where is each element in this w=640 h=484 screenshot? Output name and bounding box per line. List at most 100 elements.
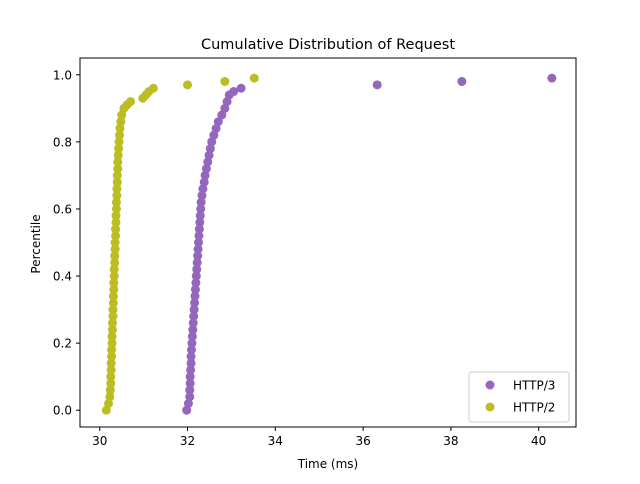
point-http3-12	[188, 325, 198, 335]
point-http2-12	[107, 325, 117, 335]
point-http2-36	[113, 164, 123, 174]
point-http2-52	[183, 80, 193, 90]
point-http3-13	[188, 318, 198, 328]
point-http3-4	[185, 378, 195, 388]
point-http3-37	[203, 157, 213, 167]
point-http2-40	[114, 137, 124, 147]
point-http3-3	[185, 385, 195, 395]
point-http2-14	[108, 311, 118, 321]
axes-layer: 30 32 34 36 38 40 0.0 0.2 0.4 0.6 0.8 1.0	[53, 57, 577, 448]
chart-title: Cumulative Distribution of Request	[201, 37, 455, 53]
y-tick-label-2: 0.4	[53, 270, 72, 284]
point-http3-51	[457, 76, 467, 86]
point-http3-7	[186, 358, 196, 368]
x-tick-label-1: 32	[180, 434, 195, 448]
point-http2-11	[107, 331, 117, 341]
point-http2-31	[111, 197, 121, 207]
point-http3-30	[196, 204, 206, 214]
point-http3-23	[193, 251, 203, 261]
point-http3-39	[205, 144, 215, 154]
point-http3-15	[189, 305, 199, 315]
point-http2-6	[106, 365, 116, 375]
point-http3-6	[186, 365, 196, 375]
y-tick-label-3: 0.6	[53, 202, 72, 216]
point-http3-8	[186, 352, 196, 362]
point-http2-13	[107, 318, 117, 328]
point-http3-19	[191, 278, 201, 288]
point-http2-33	[112, 184, 122, 194]
point-http3-33	[198, 184, 208, 194]
point-http2-7	[106, 358, 116, 368]
point-http2-38	[113, 150, 123, 160]
point-http3-11	[187, 331, 197, 341]
point-http3-24	[193, 244, 203, 254]
point-http3-21	[192, 264, 202, 274]
point-http2-10	[107, 338, 117, 348]
point-http2-24	[110, 244, 120, 254]
point-http2-23	[110, 251, 120, 261]
point-http3-49	[236, 83, 246, 93]
point-http2-53	[220, 76, 230, 86]
point-http2-43	[116, 117, 126, 127]
point-http2-1	[104, 399, 114, 409]
point-http2-54	[249, 73, 259, 83]
y-tick-label-1: 0.2	[53, 337, 72, 351]
point-http2-30	[111, 204, 121, 214]
point-http3-26	[194, 231, 204, 241]
plot-frame	[79, 57, 577, 428]
point-http3-34	[199, 177, 209, 187]
data-points-layer	[101, 73, 557, 415]
x-tick-label-0: 30	[92, 434, 107, 448]
x-tick-label-3: 36	[355, 434, 370, 448]
point-http3-38	[204, 150, 214, 160]
point-http3-36	[201, 164, 211, 174]
point-http2-22	[110, 258, 120, 268]
point-http3-32	[197, 191, 207, 201]
point-http3-25	[194, 238, 204, 247]
point-http2-8	[107, 352, 117, 362]
point-http3-35	[200, 170, 210, 180]
point-http2-25	[110, 238, 120, 247]
point-http3-18	[190, 284, 200, 294]
legend-label-http2: HTTP/2	[513, 401, 555, 415]
x-axis-label: Time (ms)	[297, 457, 359, 471]
legend-marker-http2	[485, 402, 495, 412]
point-http2-5	[106, 372, 116, 382]
y-tick-label-5: 1.0	[53, 68, 72, 82]
point-http2-18	[109, 284, 119, 294]
point-http3-5	[185, 372, 195, 382]
legend: HTTP/3 HTTP/2	[468, 371, 570, 423]
point-http3-9	[186, 345, 196, 355]
point-http3-29	[195, 211, 205, 221]
point-http3-1	[183, 399, 193, 409]
point-http3-44	[217, 110, 227, 120]
point-http2-26	[111, 231, 121, 241]
point-http2-19	[109, 278, 119, 288]
point-http3-10	[187, 338, 197, 348]
point-http3-17	[190, 291, 200, 301]
point-http3-48	[229, 87, 239, 97]
point-http2-4	[106, 378, 116, 388]
legend-marker-http3	[485, 380, 495, 390]
x-tick-label-2: 34	[268, 434, 283, 448]
y-tick-label-0: 0.0	[53, 404, 72, 418]
point-http2-37	[113, 157, 123, 167]
point-http3-2	[185, 392, 195, 402]
x-tick-label-4: 38	[443, 434, 458, 448]
point-http2-51	[148, 83, 158, 93]
point-http3-14	[189, 311, 199, 321]
point-http2-29	[111, 211, 121, 221]
point-http2-34	[112, 177, 122, 187]
y-tick-label-4: 0.8	[53, 135, 72, 149]
point-http2-3	[105, 385, 115, 395]
point-http2-21	[109, 264, 119, 274]
point-http3-52	[547, 73, 557, 83]
point-http2-16	[108, 298, 118, 308]
point-http2-15	[108, 305, 118, 315]
point-http2-9	[107, 345, 117, 355]
point-http3-28	[195, 217, 205, 227]
y-axis-label: Percentile	[29, 214, 43, 273]
point-http3-22	[192, 258, 202, 268]
point-http2-28	[111, 217, 121, 227]
